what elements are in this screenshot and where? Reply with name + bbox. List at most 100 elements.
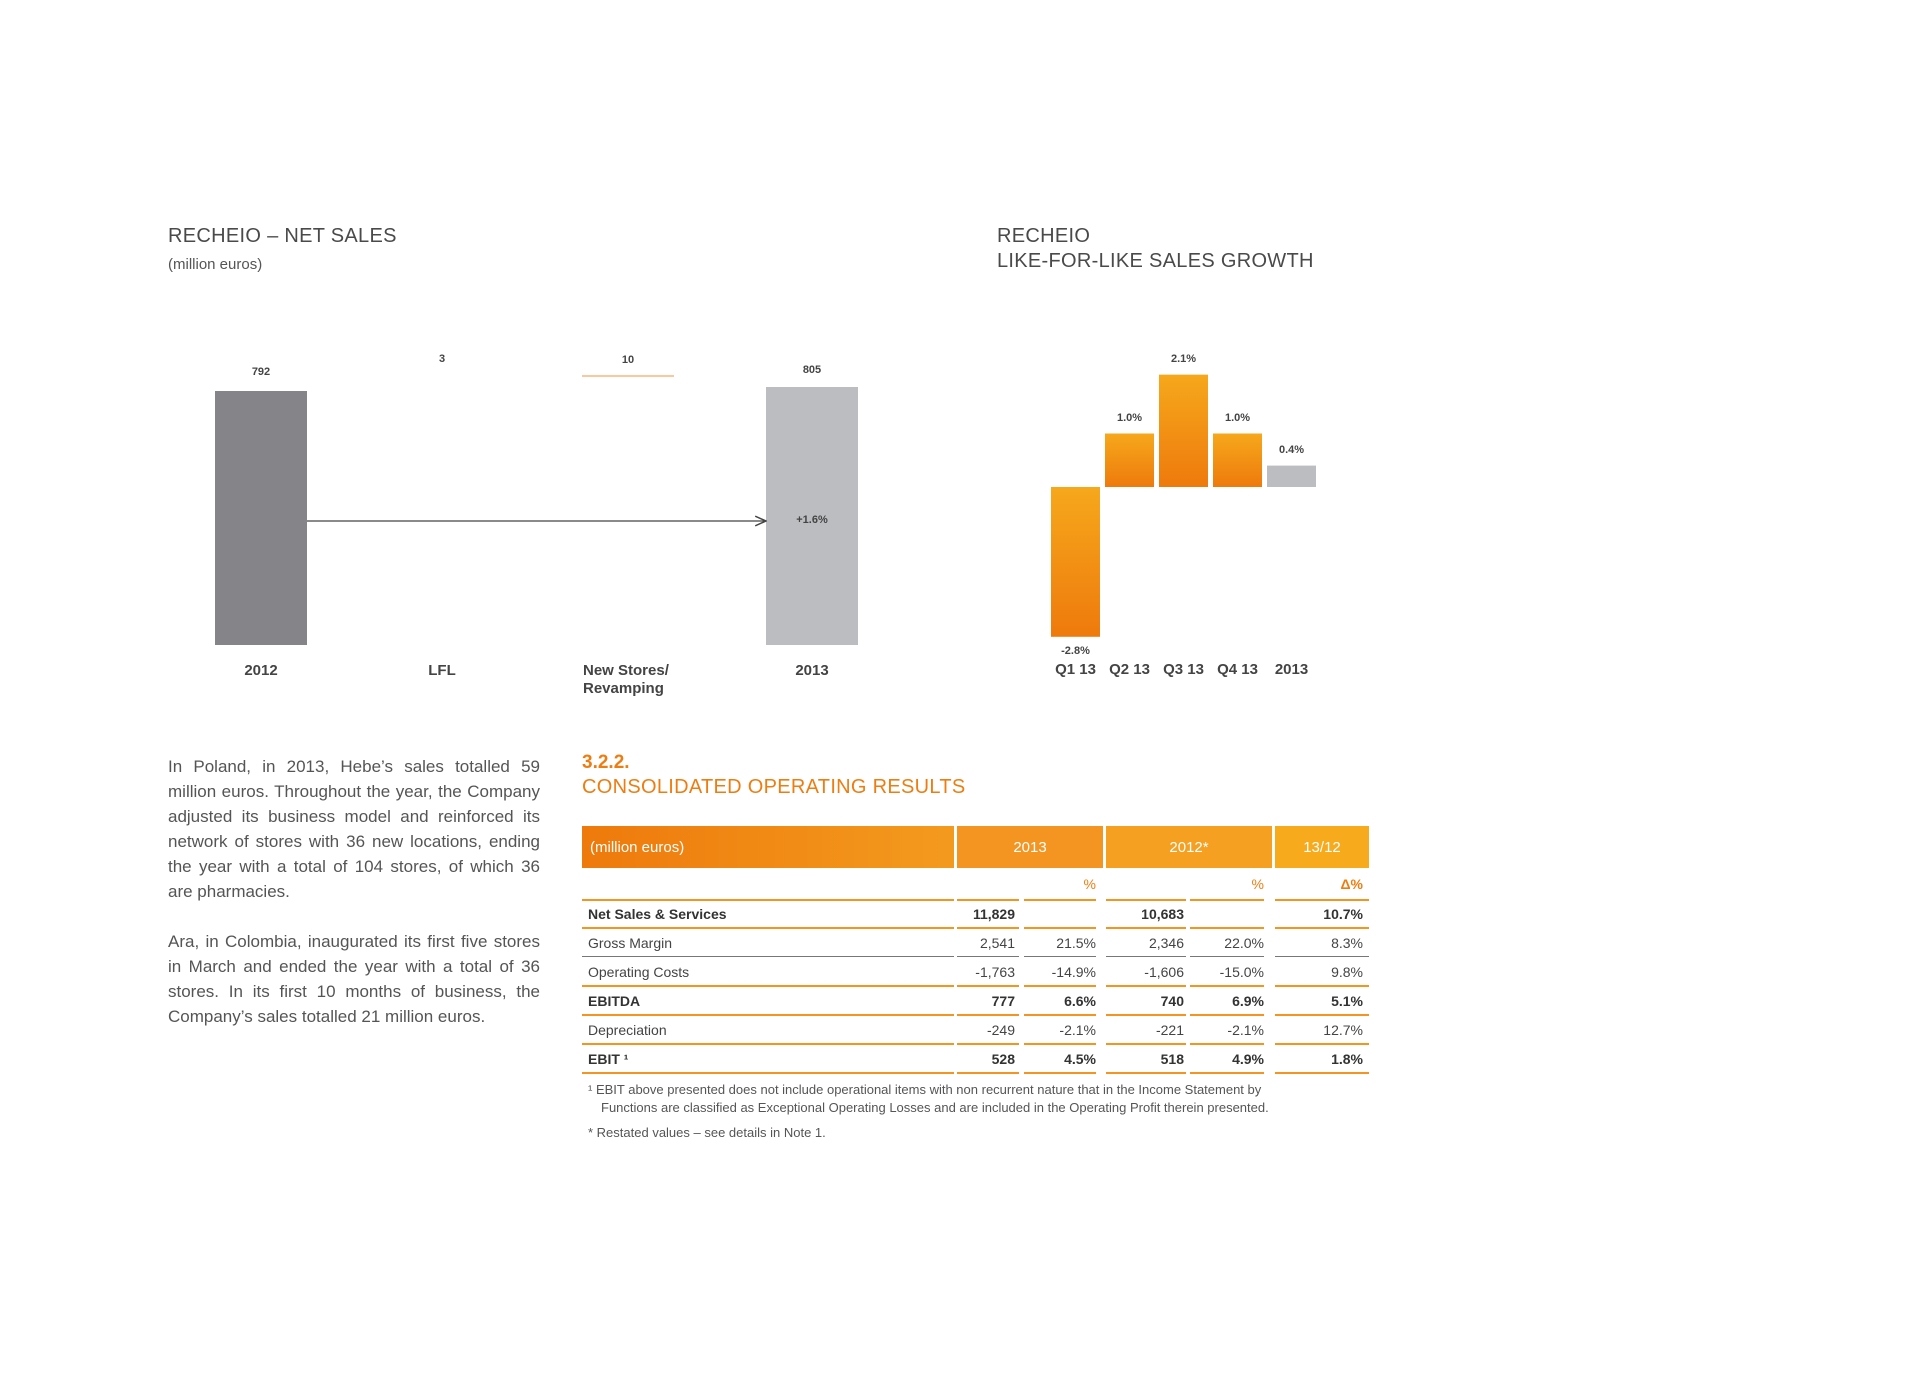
lfl-category-label: Q2 13 xyxy=(1109,661,1150,678)
table-rule xyxy=(582,899,954,901)
table-rule xyxy=(957,927,1019,929)
net-sales-subtitle: (million euros) xyxy=(168,256,263,273)
table-rule xyxy=(1190,1043,1264,1045)
table-cell-label: EBITDA xyxy=(588,993,641,1009)
net-sales-title: RECHEIO – NET SALES xyxy=(168,225,397,247)
table-cell-label: Operating Costs xyxy=(588,964,690,980)
table-rule xyxy=(1190,956,1264,957)
table-rule xyxy=(957,1043,1019,1045)
table-rule xyxy=(957,985,1019,987)
table-rule xyxy=(1275,899,1369,901)
table-cell-label: EBIT ¹ xyxy=(588,1051,629,1067)
table-cell-delta: 10.7% xyxy=(1323,906,1363,922)
table-cell-v2013: 2,541 xyxy=(979,935,1015,951)
table-rule xyxy=(957,899,1019,901)
table-rule xyxy=(1024,956,1096,957)
table-header-delta: 13/12 xyxy=(1275,826,1369,868)
cat-lfl: LFL xyxy=(428,662,456,679)
table-rule xyxy=(1190,899,1264,901)
table-cell-delta: 1.8% xyxy=(1331,1051,1363,1067)
lfl-bar-2 xyxy=(1159,374,1208,487)
table-rule xyxy=(1106,956,1186,957)
table-cell-p2013: 4.5% xyxy=(1064,1051,1096,1067)
table-rule xyxy=(1275,1072,1369,1074)
label-805: 805 xyxy=(802,364,822,376)
table-cell-v2012: 740 xyxy=(1160,993,1184,1009)
subheader-pct-2013: % xyxy=(1083,876,1096,892)
paragraph-colombia: Ara, in Colombia, inaugurated its first … xyxy=(168,932,540,1026)
label-792: 792 xyxy=(251,366,271,378)
table-cell-p2012: 4.9% xyxy=(1232,1051,1264,1067)
paragraph-poland: In Poland, in 2013, Hebe’s sales totalle… xyxy=(168,757,540,901)
cat-revampings: Revamping xyxy=(583,680,664,697)
lfl-bar-1 xyxy=(1105,433,1154,487)
cat-2013: 2013 xyxy=(795,662,829,679)
lfl-value-label: 0.4% xyxy=(1278,443,1305,456)
table-rule xyxy=(1024,899,1096,901)
table-rule xyxy=(582,956,954,957)
table-cell-v2013: 777 xyxy=(991,993,1015,1009)
table-cell-delta: 8.3% xyxy=(1331,935,1363,951)
table-header-label: (million euros) xyxy=(582,826,954,868)
table-rule xyxy=(957,956,1019,957)
table-cell-label: Gross Margin xyxy=(588,935,673,951)
label-10: 10 xyxy=(621,354,635,366)
table-cell-v2013: -1,763 xyxy=(975,964,1015,980)
cat-2012: 2012 xyxy=(244,662,278,679)
growth-annotation: +1.6% xyxy=(796,514,828,526)
table-rule xyxy=(1106,985,1186,987)
table-cell-p2013: -14.9% xyxy=(1051,964,1096,980)
table-rule xyxy=(1106,899,1186,901)
table-rule xyxy=(1024,1014,1096,1016)
table-cell-delta: 9.8% xyxy=(1331,964,1363,980)
table-cell-p2013: 21.5% xyxy=(1056,935,1096,951)
table-rule xyxy=(1190,1014,1264,1016)
subheader-delta: Δ% xyxy=(1340,876,1363,892)
section-number: 3.2.2. xyxy=(582,752,630,773)
lfl-category-label: 2013 xyxy=(1274,661,1309,678)
lfl-bar-3 xyxy=(1213,433,1262,487)
subheader-pct-2012: % xyxy=(1251,876,1264,892)
bar-2013 xyxy=(766,387,858,645)
footnote-1-line1: ¹ EBIT above presented does not include … xyxy=(588,1082,1262,1097)
table-cell-v2012: 10,683 xyxy=(1141,906,1184,922)
table-rule xyxy=(957,1014,1019,1016)
label-3: 3 xyxy=(438,353,446,365)
lfl-value-label: 1.0% xyxy=(1116,411,1143,424)
lfl-title-line2: LIKE-FOR-LIKE SALES GROWTH xyxy=(997,250,1314,272)
table-rule xyxy=(582,1014,954,1016)
table-cell-v2013: 11,829 xyxy=(972,906,1015,922)
table-rule xyxy=(957,1072,1019,1074)
table-rule xyxy=(1190,985,1264,987)
table-header-2013: 2013 xyxy=(957,826,1103,868)
table-cell-delta: 12.7% xyxy=(1323,1022,1363,1038)
lfl-value-label: 2.1% xyxy=(1170,352,1197,365)
lfl-category-label: Q4 13 xyxy=(1217,661,1258,678)
lfl-category-label: Q1 13 xyxy=(1055,661,1096,678)
table-cell-p2013: 6.6% xyxy=(1064,993,1096,1009)
table-cell-p2013: -2.1% xyxy=(1059,1022,1096,1038)
table-rule xyxy=(582,927,954,929)
table-cell-v2013: -249 xyxy=(986,1022,1015,1038)
lfl-value-label: 1.0% xyxy=(1224,411,1251,424)
table-rule xyxy=(1106,1043,1186,1045)
footnote-2: * Restated values – see details in Note … xyxy=(588,1125,826,1140)
table-rule xyxy=(1190,927,1264,929)
table-rule xyxy=(1106,1072,1186,1074)
table-cell-delta: 5.1% xyxy=(1331,993,1363,1009)
table-header-2012: 2012* xyxy=(1106,826,1272,868)
table-rule xyxy=(1024,1043,1096,1045)
table-rule xyxy=(582,1072,954,1074)
table-rule xyxy=(582,985,954,987)
table-rule xyxy=(1275,956,1369,957)
cat-new-stores: New Stores/ xyxy=(583,662,669,679)
table-cell-p2012: 22.0% xyxy=(1224,935,1264,951)
table-rule xyxy=(1024,927,1096,929)
footnote-1-line2: Functions are classified as Exceptional … xyxy=(601,1100,1269,1115)
table-rule xyxy=(1275,985,1369,987)
lfl-value-label: -2.8% xyxy=(1061,644,1090,657)
bar-2012 xyxy=(215,391,307,645)
lfl-bar-0 xyxy=(1051,487,1100,637)
